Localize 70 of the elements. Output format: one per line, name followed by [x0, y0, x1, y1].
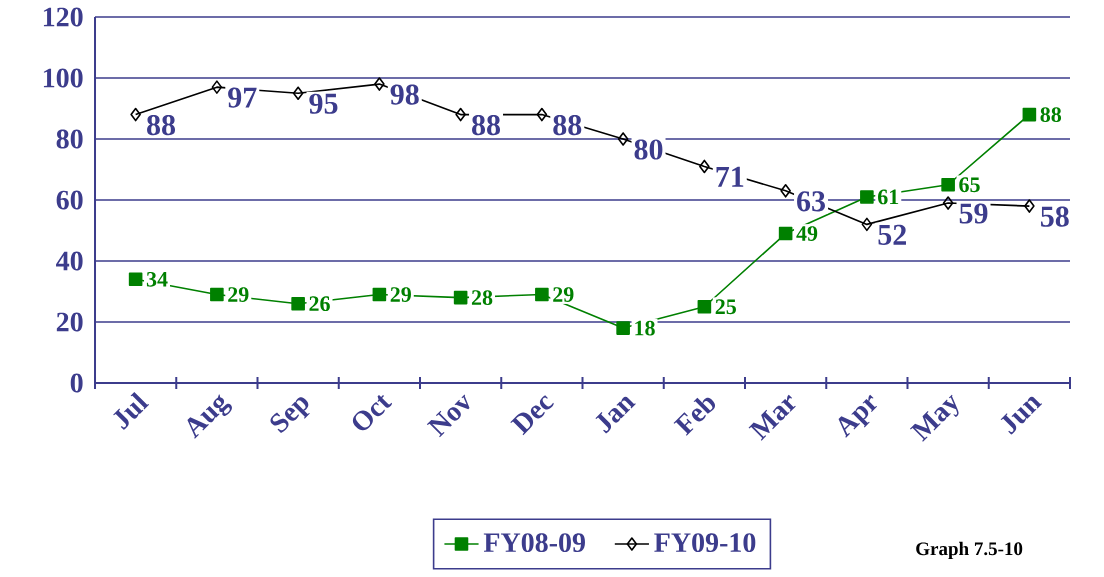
- point: [291, 296, 305, 311]
- data-label: 95: [309, 93, 338, 114]
- data-label: 18: [635, 320, 655, 336]
- point: [372, 287, 387, 302]
- x-tick-label: Nov: [426, 394, 470, 438]
- data-label: 59: [959, 203, 988, 224]
- data-label: 88: [472, 114, 501, 136]
- legend-label: FY08-09: [483, 533, 585, 553]
- point: [942, 196, 954, 210]
- data-label: 34: [146, 271, 168, 287]
- x-tick-label: Sep: [270, 397, 310, 433]
- point: [697, 299, 712, 314]
- x-tick-label: Oct: [352, 394, 393, 431]
- legend-label: FY09-10: [654, 533, 756, 553]
- y-tick-label: 100: [43, 68, 83, 88]
- point: [780, 184, 791, 198]
- point: [130, 107, 141, 122]
- data-label: 88: [147, 114, 176, 136]
- point: [453, 290, 468, 305]
- data-label: 61: [878, 189, 899, 205]
- x-tick-label: Mar: [748, 394, 796, 441]
- data-label: 88: [1040, 107, 1062, 123]
- x-tick-label: Dec: [510, 395, 554, 436]
- point: [941, 177, 955, 192]
- data-label: 65: [959, 177, 980, 193]
- x-tick-label: Jul: [113, 391, 150, 430]
- data-label: 29: [228, 287, 249, 302]
- data-label: 98: [390, 84, 419, 105]
- data-label: 58: [1040, 206, 1069, 227]
- x-tick-label: Jan: [595, 396, 636, 434]
- x-tick-label: Jun: [1000, 396, 1043, 435]
- point: [617, 132, 629, 146]
- point: [1024, 199, 1035, 213]
- point: [210, 287, 224, 302]
- y-tick-label: 40: [56, 251, 83, 271]
- data-label: 71: [716, 166, 744, 187]
- data-label: 29: [553, 287, 574, 302]
- point: [535, 287, 549, 302]
- x-tick-label: Aug: [187, 394, 232, 439]
- x-tick-label: Feb: [673, 397, 716, 436]
- y-tick-label: 120: [43, 7, 83, 27]
- point: [455, 107, 466, 122]
- caption: Graph 7.5-10: [916, 541, 1023, 560]
- data-label: 25: [715, 299, 736, 315]
- data-label: 80: [634, 139, 663, 160]
- data-label: 52: [878, 224, 906, 245]
- y-tick-label: 0: [70, 373, 83, 393]
- point: [860, 190, 874, 204]
- data-label: 97: [228, 87, 257, 108]
- data-label: 26: [309, 296, 330, 312]
- x-tick-label: May: [909, 394, 959, 442]
- y-tick-label: 80: [56, 129, 83, 149]
- data-label: 63: [797, 191, 825, 212]
- point: [778, 226, 793, 241]
- point: [861, 217, 873, 232]
- y-tick-label: 60: [56, 190, 83, 210]
- data-label: 88: [553, 114, 582, 136]
- point: [374, 77, 385, 91]
- point: [292, 86, 304, 101]
- point: [128, 272, 143, 287]
- y-tick-label: 20: [56, 312, 83, 332]
- point: [536, 107, 548, 122]
- point: [699, 159, 710, 174]
- point: [616, 321, 630, 335]
- data-label: 49: [796, 226, 818, 241]
- point: [211, 80, 223, 94]
- point: [1022, 107, 1037, 122]
- data-label: 28: [471, 290, 493, 306]
- data-label: 29: [390, 287, 411, 302]
- x-tick-label: Apr: [838, 394, 878, 438]
